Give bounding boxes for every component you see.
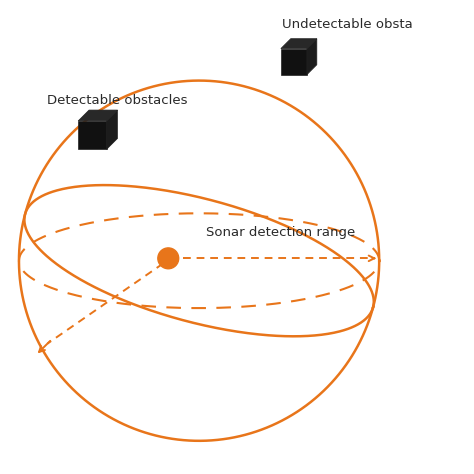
Text: Sonar detection range: Sonar detection range <box>206 227 356 239</box>
Text: Detectable obstacles: Detectable obstacles <box>47 94 188 107</box>
Text: Undetectable obsta: Undetectable obsta <box>282 18 413 31</box>
Polygon shape <box>107 110 118 149</box>
Circle shape <box>158 248 179 269</box>
Polygon shape <box>281 49 307 74</box>
Polygon shape <box>307 39 317 74</box>
Polygon shape <box>78 121 107 149</box>
Polygon shape <box>78 110 118 121</box>
Polygon shape <box>281 39 317 49</box>
